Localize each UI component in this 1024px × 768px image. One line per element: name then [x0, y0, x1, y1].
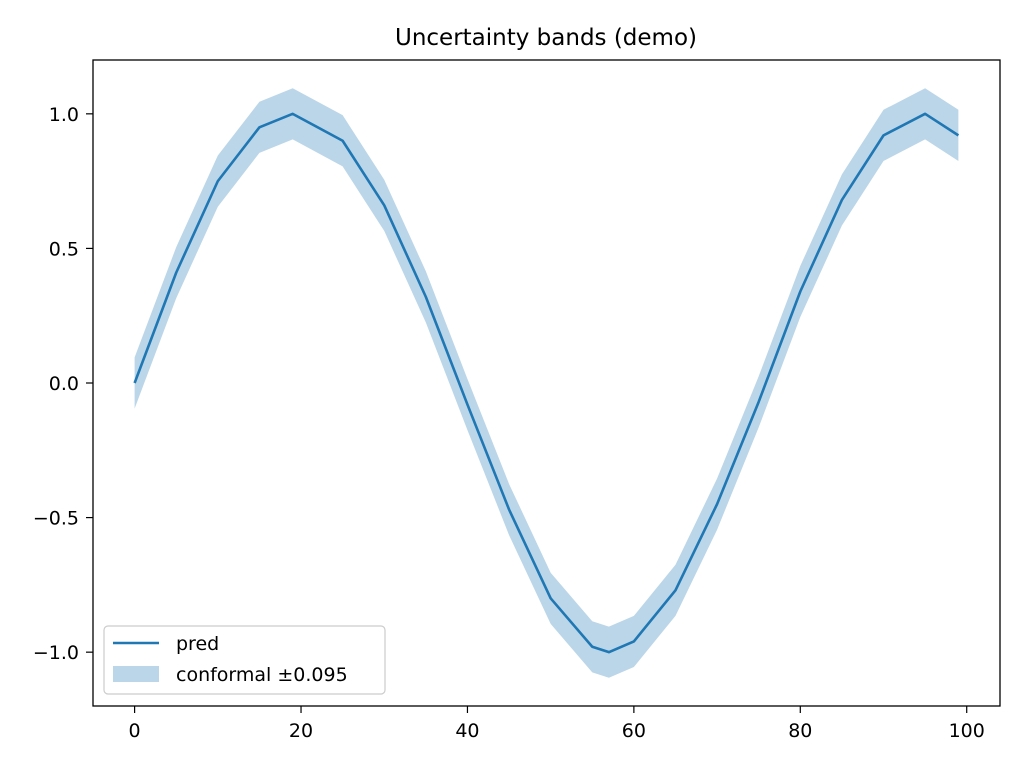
line-layer [133, 112, 960, 654]
x-tick-label: 40 [455, 720, 479, 742]
legend: pred conformal ±0.095 [103, 625, 386, 695]
legend-label-band: conformal ±0.095 [176, 664, 348, 686]
x-tick-label: 20 [289, 720, 313, 742]
legend-label-pred: pred [176, 633, 219, 655]
y-tick-label: 0.5 [49, 238, 79, 260]
y-tick-label: −1.0 [33, 642, 79, 664]
legend-box [103, 625, 386, 695]
y-axis: 1.0 0.5 0.0 −0.5 −1.0 [33, 104, 93, 664]
chart-title: Uncertainty bands (demo) [395, 25, 697, 51]
legend-swatch-band [113, 666, 159, 682]
x-tick-label: 100 [949, 720, 985, 742]
y-tick-label: −0.5 [33, 508, 79, 530]
x-tick-label: 60 [622, 720, 646, 742]
x-tick-label: 80 [788, 720, 812, 742]
y-tick-label: 1.0 [49, 104, 79, 126]
x-tick-label: 0 [129, 720, 141, 742]
y-tick-label: 0.0 [49, 373, 79, 395]
x-axis: 0 20 40 60 80 100 [129, 706, 985, 742]
pred-line [133, 112, 960, 654]
